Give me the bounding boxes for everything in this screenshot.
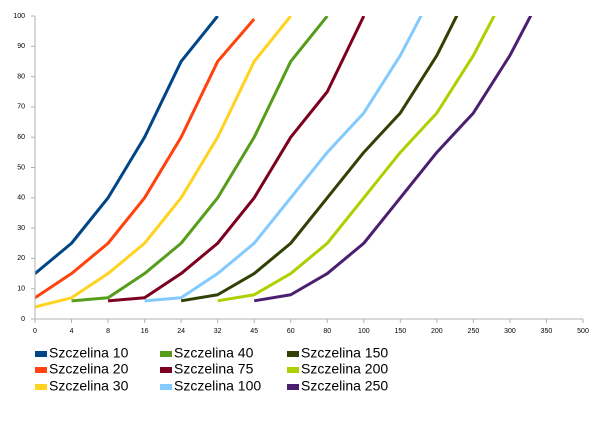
y-tick-label: 70 [17, 104, 25, 111]
x-tick-label: 4 [70, 328, 74, 335]
x-tick-label: 8 [106, 328, 110, 335]
series-line [144, 16, 423, 303]
series-line [253, 16, 533, 303]
x-tick-label: 60 [287, 328, 295, 335]
series-line [35, 16, 292, 309]
x-tick-label: 500 [577, 328, 589, 335]
x-tick-label: 200 [431, 328, 443, 335]
y-tick-label: 90 [17, 43, 25, 50]
y-tick-label: 100 [13, 13, 25, 20]
legend-label: Szczelina 75 [174, 361, 254, 377]
y-tick-label: 40 [17, 195, 25, 202]
series-line [35, 16, 219, 275]
y-tick-label: 0 [21, 316, 25, 323]
series-line [217, 16, 496, 303]
series-line [35, 18, 256, 300]
x-tick-label: 45 [250, 328, 258, 335]
y-tick-label: 10 [17, 286, 25, 293]
legend-label: Szczelina 40 [174, 345, 254, 361]
x-tick-label: 32 [214, 328, 222, 335]
x-tick-label: 0 [33, 328, 37, 335]
y-tick-label: 30 [17, 225, 25, 232]
y-tick-label: 80 [17, 73, 25, 80]
x-tick-label: 100 [358, 328, 370, 335]
y-tick-label: 60 [17, 134, 25, 141]
x-tick-label: 350 [541, 328, 553, 335]
legend-label: Szczelina 250 [301, 378, 388, 394]
x-tick-label: 24 [177, 328, 185, 335]
y-tick-label: 50 [17, 164, 25, 171]
series-line [107, 16, 366, 303]
x-tick-label: 250 [468, 328, 480, 335]
x-tick-label: 16 [141, 328, 149, 335]
legend-label: Szczelina 20 [49, 361, 129, 377]
plot-area [35, 16, 533, 309]
legend-label: Szczelina 100 [174, 378, 261, 394]
series-line [71, 16, 329, 303]
x-tick-label: 300 [504, 328, 516, 335]
legend-label: Szczelina 10 [49, 345, 129, 361]
series-line [180, 16, 459, 303]
legend-label: Szczelina 30 [49, 378, 129, 394]
x-tick-label: 150 [394, 328, 406, 335]
legend-label: Szczelina 200 [301, 361, 388, 377]
x-tick-label: 80 [323, 328, 331, 335]
legend-label: Szczelina 150 [301, 345, 388, 361]
y-tick-label: 20 [17, 255, 25, 262]
